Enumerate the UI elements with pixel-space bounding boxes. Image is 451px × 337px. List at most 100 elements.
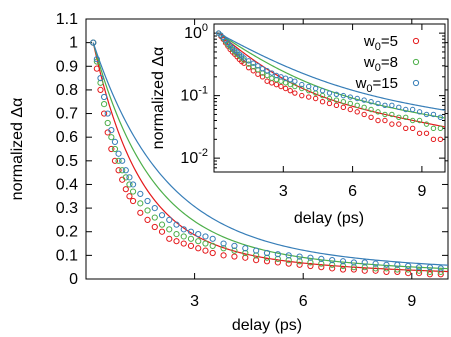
inset-data-point — [282, 75, 289, 81]
inset-data-point — [409, 106, 416, 113]
inset-x-tick-label: 3 — [279, 183, 288, 200]
inset-data-point — [403, 114, 409, 121]
main-data-point — [151, 223, 158, 231]
main-data-point — [209, 249, 216, 257]
inset-data-point — [340, 104, 347, 111]
main-data-point — [108, 126, 115, 134]
main-y-tick-label: 1.1 — [56, 11, 78, 28]
inset-data-point — [368, 106, 374, 113]
main-data-point — [129, 197, 137, 205]
inset-data-point — [416, 130, 423, 136]
inset-data-point — [375, 117, 381, 124]
inset-data-point — [299, 85, 305, 92]
main-data-point — [173, 221, 180, 228]
main-data-point — [296, 253, 303, 260]
main-x-tick-label: 9 — [407, 293, 416, 310]
main-data-point — [158, 228, 166, 235]
inset-data-point — [361, 111, 367, 118]
main-y-tick-label: 0.9 — [56, 58, 78, 75]
inset-data-point — [287, 81, 293, 88]
inset-data-point — [347, 100, 353, 107]
main-y-tick-label: 0.8 — [56, 82, 78, 99]
inset-y-tick-label: 100 — [184, 22, 208, 42]
main-fit-curve — [92, 42, 449, 266]
inset-data-point — [403, 106, 409, 113]
main-plot-frame — [85, 18, 449, 280]
inset-data-point — [299, 92, 305, 99]
inset-data-point — [430, 111, 437, 118]
main-data-point — [350, 266, 357, 273]
inset-data-point — [354, 95, 360, 102]
inset-data-point — [382, 102, 388, 109]
inset-data-point — [319, 92, 326, 99]
main-data-point — [122, 186, 129, 193]
main-data-point — [437, 268, 444, 276]
inset-data-point — [241, 55, 247, 61]
main-data-point — [187, 228, 195, 235]
main-data-point — [231, 253, 238, 260]
main-data-point — [173, 230, 180, 238]
main-data-point — [220, 240, 227, 247]
main-data-point — [405, 262, 412, 270]
inset-data-point — [437, 114, 444, 121]
inset-y-axis-label: normalized Δα — [150, 47, 167, 150]
main-y-tick-label: 0.2 — [56, 224, 78, 241]
main-data-point — [361, 267, 368, 274]
main-data-point — [151, 204, 158, 212]
inset-data-point — [403, 125, 409, 132]
inset-data-point — [273, 72, 280, 79]
main-data-point — [108, 134, 115, 141]
inset-data-point — [409, 125, 416, 132]
inset-data-point — [287, 87, 293, 94]
main-data-point — [104, 119, 111, 127]
legend-marker — [412, 79, 420, 87]
main-data-point — [339, 266, 347, 273]
inset-data-point — [430, 136, 437, 143]
inset-data-point — [361, 104, 367, 111]
inset-data-point — [389, 121, 395, 127]
main-data-point — [187, 242, 195, 250]
inset-y-tick-label: 10-2 — [180, 147, 208, 167]
main-data-point — [111, 138, 119, 146]
inset-data-point — [396, 114, 402, 121]
main-series — [90, 39, 449, 278]
main-data-point — [166, 226, 173, 233]
main-data-point — [202, 247, 209, 254]
main-data-point — [93, 65, 100, 72]
inset-data-point — [306, 94, 312, 100]
inset-data-point — [287, 76, 293, 83]
inset-data-point — [423, 130, 430, 136]
inset-data-point — [375, 109, 381, 115]
main-data-point — [209, 235, 216, 242]
main-data-point — [263, 249, 271, 257]
inset-data-point — [333, 91, 340, 98]
main-y-tick-label: 0.5 — [56, 153, 78, 170]
main-data-point — [93, 58, 100, 65]
inset-y-tick-label: 10-1 — [180, 85, 208, 105]
main-data-point — [126, 174, 133, 181]
main-data-point — [394, 261, 401, 268]
inset-data-point — [259, 74, 266, 80]
main-data-point — [405, 266, 412, 273]
inset-data-point — [430, 125, 437, 132]
inset-data-point — [347, 106, 353, 113]
main-data-point — [220, 252, 227, 259]
inset-data-point — [326, 90, 333, 96]
main-data-point — [231, 242, 238, 250]
main-data-point — [285, 260, 292, 267]
inset-data-point — [340, 98, 347, 105]
main-data-point — [202, 240, 209, 247]
inset-data-point — [282, 85, 289, 92]
main-data-point — [97, 86, 104, 94]
legend-entry-label: w0=5 — [363, 33, 398, 53]
main-data-point — [209, 242, 216, 250]
main-data-point — [415, 269, 423, 277]
main-data-point — [108, 145, 115, 153]
main-data-point — [307, 262, 314, 270]
main-data-point — [187, 235, 195, 242]
main-data-point — [383, 265, 390, 272]
main-y-tick-label: 0.7 — [56, 106, 78, 123]
inset-data-point — [340, 92, 347, 99]
main-data-point — [339, 258, 347, 265]
